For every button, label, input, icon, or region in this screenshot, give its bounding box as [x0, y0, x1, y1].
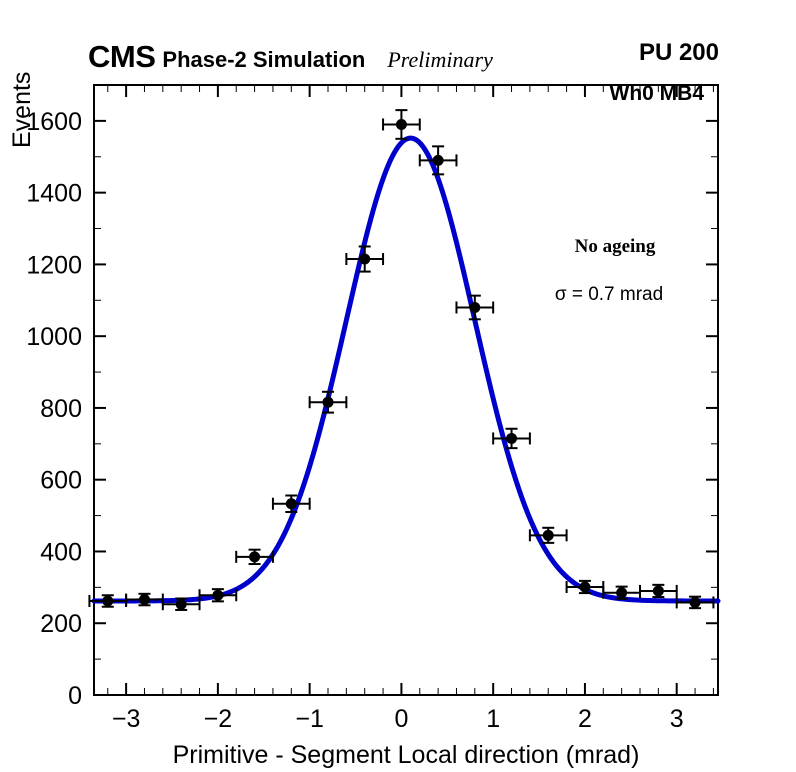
data-point	[455, 294, 495, 321]
data-marker	[395, 118, 407, 130]
x-axis-title: Primitive - Segment Local direction (mra…	[173, 741, 640, 769]
data-point	[492, 427, 531, 450]
data-point	[382, 109, 421, 140]
y-axis-title: Events	[8, 72, 36, 148]
x-tick-label: 3	[670, 705, 684, 733]
data-marker	[102, 595, 114, 607]
x-tick-label: −1	[295, 705, 324, 733]
data-marker	[285, 498, 297, 510]
ageing-annotation: No ageing	[575, 236, 656, 257]
data-point	[565, 579, 605, 595]
data-point	[271, 494, 311, 513]
y-axis-tick-labels: 0 200 400 600 800 1000 1200 1400 1600	[26, 108, 82, 710]
data-point	[308, 390, 348, 414]
data-marker	[579, 581, 591, 593]
sigma-annotation: σ = 0.7 mrad	[555, 284, 663, 305]
y-tick-label: 600	[40, 467, 82, 495]
y-tick-label: 800	[40, 395, 82, 423]
data-marker	[359, 253, 371, 265]
y-tick-label: 200	[40, 610, 82, 638]
x-axis-ticks	[107, 85, 714, 695]
y-tick-label: 1200	[26, 251, 82, 279]
data-marker	[138, 594, 150, 606]
cms-header-left: CMS Phase-2 Simulation Preliminary	[88, 41, 493, 72]
data-point	[88, 594, 128, 608]
data-marker	[212, 589, 224, 601]
data-marker	[689, 596, 701, 608]
x-axis-tick-labels: −3 −2 −1 0 1 2 3	[112, 705, 684, 733]
cms-preliminary-label: Preliminary	[387, 47, 493, 72]
data-points	[88, 109, 715, 611]
data-marker	[432, 154, 444, 166]
data-marker	[506, 432, 518, 444]
y-tick-label: 400	[40, 538, 82, 566]
data-marker	[322, 396, 334, 408]
data-marker	[175, 598, 187, 610]
x-tick-label: −2	[204, 705, 233, 733]
x-tick-label: 2	[578, 705, 592, 733]
y-tick-label: 1600	[26, 108, 82, 136]
data-marker	[652, 585, 664, 597]
cms-subtitle: Phase-2 Simulation	[162, 47, 366, 72]
data-point	[235, 548, 274, 566]
pileup-label: PU 200	[638, 39, 719, 66]
data-marker	[616, 587, 628, 599]
data-point	[125, 592, 164, 607]
y-tick-label: 1000	[26, 323, 82, 351]
y-axis-ticks	[94, 84, 718, 696]
y-tick-label: 1400	[26, 180, 82, 208]
y-tick-label: 0	[68, 682, 82, 710]
data-point	[161, 597, 201, 611]
data-point	[675, 595, 715, 610]
x-tick-label: 1	[486, 705, 500, 733]
fit-curve	[91, 135, 721, 604]
data-marker	[249, 551, 261, 563]
data-point	[198, 588, 238, 603]
data-point	[528, 526, 568, 544]
chamber-label: Wh0 MB4	[610, 82, 705, 105]
data-point	[418, 145, 458, 176]
axis-frame	[93, 84, 719, 696]
x-tick-label: −3	[112, 705, 141, 733]
data-marker	[469, 301, 481, 313]
data-point	[639, 583, 678, 599]
cms-logo: CMS	[88, 39, 156, 74]
gaussian-fit-line	[91, 135, 721, 604]
data-marker	[542, 529, 554, 541]
x-tick-label: 0	[394, 705, 408, 733]
data-point	[345, 245, 385, 273]
